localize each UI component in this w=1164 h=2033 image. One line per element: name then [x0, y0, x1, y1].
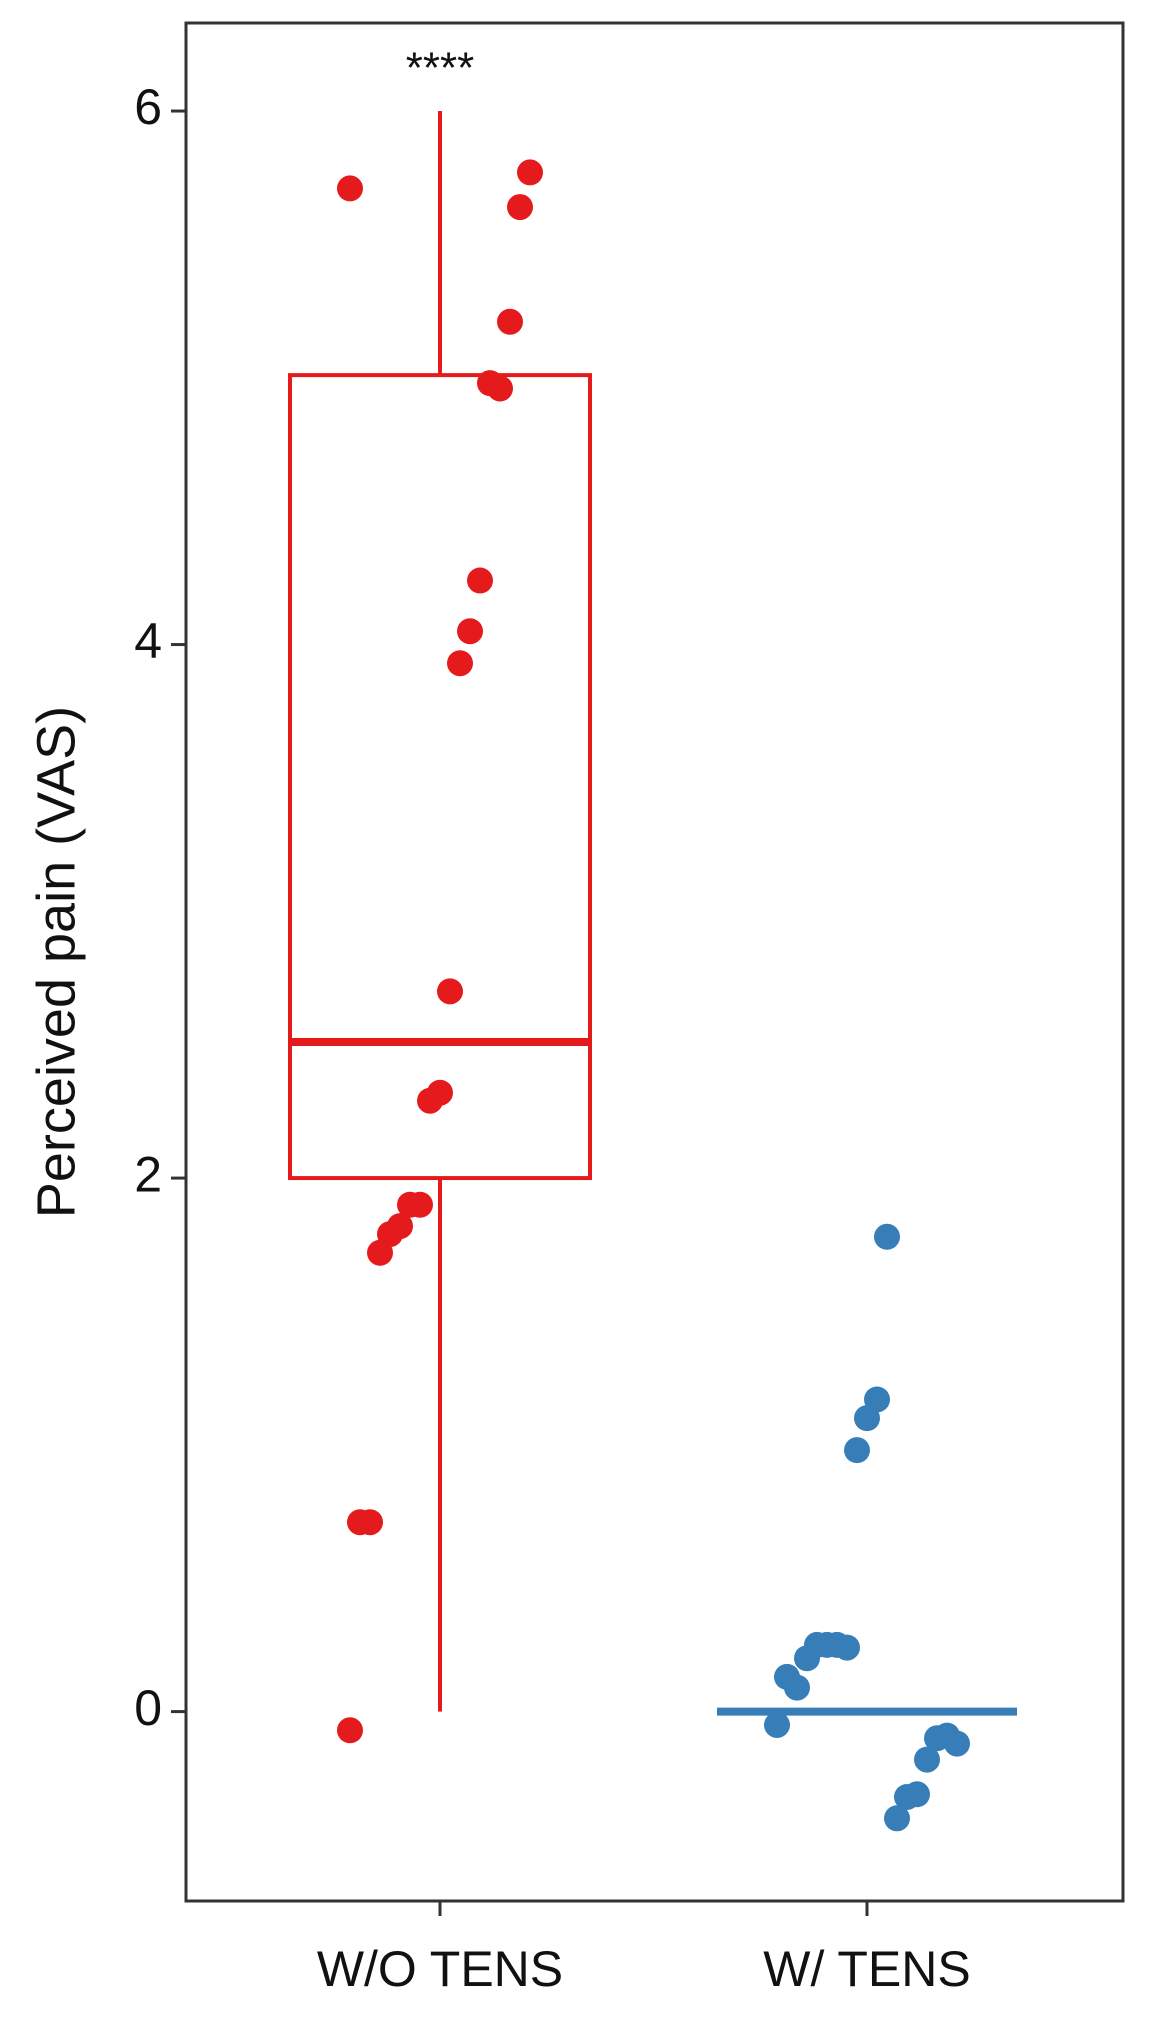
- x-tick-label: W/O TENS: [317, 1941, 563, 1997]
- data-point: [884, 1805, 910, 1832]
- data-point: [467, 567, 493, 594]
- data-point: [337, 1717, 363, 1744]
- data-point: [517, 159, 543, 186]
- data-point: [477, 370, 503, 397]
- x-tick-label: W/ TENS: [763, 1941, 970, 1997]
- data-point: [794, 1645, 820, 1672]
- significance-annotation: ****: [406, 44, 475, 93]
- data-point: [447, 650, 473, 677]
- data-point: [894, 1783, 920, 1810]
- y-tick-label: 6: [134, 79, 162, 135]
- data-point: [854, 1405, 880, 1432]
- data-point: [417, 1087, 443, 1114]
- data-point: [397, 1191, 423, 1218]
- box: [288, 373, 592, 1181]
- data-point: [367, 1239, 393, 1266]
- data-point: [764, 1711, 790, 1738]
- y-tick-label: 4: [134, 613, 162, 669]
- data-point: [457, 618, 483, 645]
- data-point: [347, 1509, 373, 1536]
- y-tick-label: 2: [134, 1146, 162, 1202]
- data-point: [874, 1223, 900, 1250]
- data-point: [337, 175, 363, 202]
- data-point: [507, 194, 533, 221]
- y-tick-label: 0: [134, 1680, 162, 1736]
- data-point: [844, 1437, 870, 1464]
- data-point: [497, 308, 523, 335]
- y-axis-title: Perceived pain (VAS): [26, 706, 86, 1218]
- data-point: [914, 1746, 940, 1773]
- data-point: [774, 1663, 800, 1690]
- data-point: [924, 1725, 950, 1752]
- data-point: [437, 978, 463, 1005]
- plot-frame: [184, 21, 1125, 1903]
